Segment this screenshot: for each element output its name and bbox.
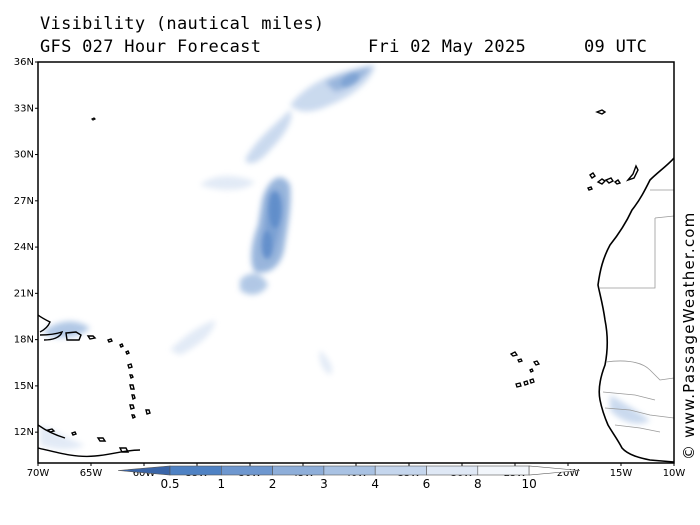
colorbar-label: 4: [371, 477, 379, 491]
colorbar-max-arrow: [528, 465, 581, 476]
lat-label: 33N: [14, 103, 34, 114]
credit-text: © www.PassageWeather.com: [680, 211, 698, 460]
canary-islands: [587, 164, 639, 191]
colorbar-label: 6: [423, 477, 431, 491]
colorbar-segment: [272, 465, 325, 476]
lat-label: 18N: [14, 335, 34, 346]
colorbar-label: 0.5: [160, 477, 179, 491]
forecast-time: 09 UTC: [584, 37, 648, 57]
lon-label: 15W: [610, 468, 633, 479]
lat-label: 30N: [14, 150, 34, 161]
map-frame: [37, 61, 675, 464]
lon-label: 60W: [133, 468, 156, 479]
colorbar-label: 1: [217, 477, 225, 491]
colorbar-segment: [169, 465, 222, 476]
colorbar-label: 10: [521, 477, 536, 491]
colorbar-segment: [477, 465, 530, 476]
madeira-island: [595, 109, 607, 115]
latitude-axis: 36N 33N 30N 27N 24N 21N 18N 15N 12N: [14, 57, 38, 438]
lon-label: 70W: [27, 468, 50, 479]
forecast-date: Fri 02 May 2025: [368, 37, 527, 57]
colorbar-segment: [374, 465, 427, 476]
lon-label: 65W: [80, 468, 103, 479]
lat-label: 24N: [14, 242, 34, 253]
lat-label: 12N: [14, 427, 34, 438]
cape-verde-islands: [509, 351, 541, 388]
colorbar-label: 2: [269, 477, 277, 491]
colorbar-segment: [426, 465, 479, 476]
colorbar-segment: [221, 465, 273, 476]
caribbean-islands: [38, 314, 151, 458]
lat-label: 36N: [14, 57, 34, 68]
lat-label: 21N: [14, 288, 34, 299]
lat-label: 15N: [14, 381, 34, 392]
lon-label: 10W: [663, 468, 686, 479]
lat-label: 27N: [14, 196, 34, 207]
map-area: [38, 65, 674, 463]
forecast-label: GFS 027 Hour Forecast: [40, 37, 262, 57]
bermuda-island: [90, 117, 97, 121]
chart-title: Visibility (nautical miles): [40, 14, 325, 34]
colorbar-label: 8: [474, 477, 482, 491]
lon-label: 20W: [557, 468, 580, 479]
colorbar-segment: [323, 465, 376, 476]
africa-coastline: [597, 157, 674, 463]
country-borders: [600, 189, 674, 433]
visibility-shading: [40, 65, 650, 450]
visibility-colorbar: 0.5 1 2 3 4 6 8 10: [117, 465, 581, 491]
colorbar-label: 3: [320, 477, 328, 491]
